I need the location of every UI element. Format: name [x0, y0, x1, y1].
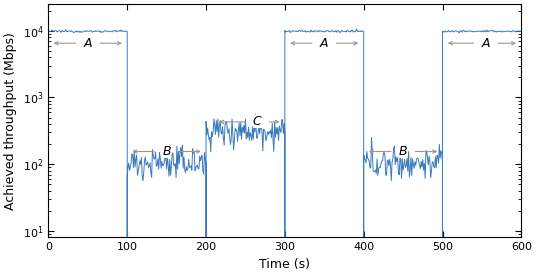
Text: A: A: [482, 37, 490, 50]
Y-axis label: Achieved throughput (Mbps): Achieved throughput (Mbps): [4, 32, 17, 210]
Text: B: B: [162, 145, 171, 158]
X-axis label: Time (s): Time (s): [259, 258, 310, 271]
Text: A: A: [84, 37, 92, 50]
Text: B: B: [399, 145, 407, 158]
Text: A: A: [320, 37, 329, 50]
Text: C: C: [253, 116, 262, 128]
